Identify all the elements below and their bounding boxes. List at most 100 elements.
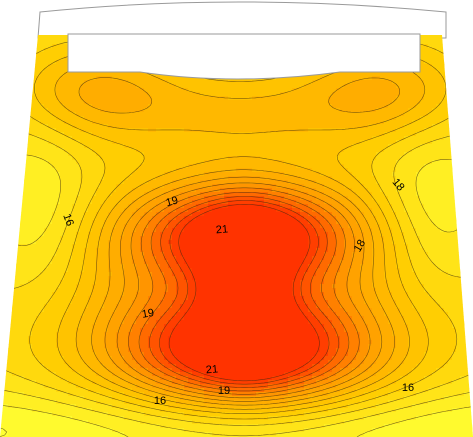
contour-cell <box>28 36 33 41</box>
contour-cell <box>428 92 433 97</box>
contour-cell <box>408 124 413 129</box>
contour-cell <box>268 116 273 121</box>
contour-cell <box>456 140 461 145</box>
contour-cell <box>368 80 373 85</box>
contour-cell <box>236 120 241 125</box>
contour-cell <box>128 72 133 77</box>
contour-cell <box>264 148 269 153</box>
contour-cell <box>304 144 309 149</box>
contour-cell <box>460 35 465 37</box>
contour-cell <box>40 112 45 117</box>
contour-cell <box>140 156 145 161</box>
contour-cell <box>464 96 469 101</box>
contour-cell <box>24 56 29 61</box>
contour-cell <box>440 4 445 9</box>
contour-cell <box>48 60 53 65</box>
contour-cell <box>360 136 365 141</box>
contour-cell <box>452 160 457 165</box>
contour-cell <box>60 35 65 37</box>
contour-cell <box>412 84 417 89</box>
contour-cell <box>208 164 213 169</box>
contour-cell <box>132 104 137 109</box>
contour-cell <box>80 112 85 117</box>
contour-cell <box>324 144 329 149</box>
contour-cell <box>328 88 333 93</box>
contour-cell <box>148 148 153 153</box>
contour-cell <box>380 112 385 117</box>
contour-cell <box>380 100 385 105</box>
contour-cell <box>132 116 137 121</box>
contour-cell <box>16 76 21 81</box>
contour-cell <box>100 84 105 89</box>
contour-cell <box>116 116 121 121</box>
contour-cell <box>116 152 121 157</box>
contour-cell <box>176 88 181 93</box>
contour-cell <box>132 108 137 113</box>
contour-cell <box>8 84 13 89</box>
contour-cell <box>60 148 65 153</box>
contour-cell <box>248 132 253 137</box>
contour-cell <box>244 84 249 89</box>
contour-cell <box>304 120 309 125</box>
contour-cell <box>328 96 333 101</box>
contour-cell <box>224 112 229 117</box>
contour-cell <box>424 68 429 73</box>
contour-cell <box>240 136 245 141</box>
contour-cell <box>312 84 317 89</box>
contour-cell <box>280 156 285 161</box>
contour-cell <box>468 152 473 157</box>
contour-cell <box>72 140 77 145</box>
contour-cell <box>4 88 9 93</box>
contour-cell <box>36 68 41 73</box>
contour-cell <box>272 80 277 85</box>
contour-cell <box>40 64 45 69</box>
contour-cell <box>432 35 437 37</box>
contour-cell <box>252 112 257 117</box>
contour-cell <box>444 44 449 49</box>
contour-cell <box>384 100 389 105</box>
contour-cell <box>100 76 105 81</box>
contour-cell <box>272 132 277 137</box>
contour-cell <box>64 140 69 145</box>
contour-cell <box>244 132 249 137</box>
contour-cell <box>404 156 409 161</box>
contour-cell <box>12 80 17 85</box>
contour-cell <box>292 104 297 109</box>
contour-cell <box>92 108 97 113</box>
contour-cell <box>320 120 325 125</box>
contour-cell <box>200 92 205 97</box>
contour-cell <box>240 116 245 121</box>
contour-cell <box>96 144 101 149</box>
contour-cell <box>72 144 77 149</box>
contour-cell <box>232 160 237 165</box>
contour-cell <box>432 96 437 101</box>
contour-cell <box>336 104 341 109</box>
contour-cell <box>400 76 405 81</box>
contour-cell <box>276 160 281 165</box>
contour-cell <box>104 140 109 145</box>
contour-cell <box>28 116 33 121</box>
contour-cell <box>468 104 473 109</box>
contour-cell <box>412 96 417 101</box>
contour-cell <box>308 84 313 89</box>
contour-cell <box>204 164 209 169</box>
contour-cell <box>360 148 365 153</box>
contour-cell <box>284 104 289 109</box>
contour-cell <box>52 36 57 41</box>
contour-cell <box>432 132 437 137</box>
contour-cell <box>136 112 141 117</box>
contour-cell <box>100 88 105 93</box>
contour-cell <box>20 4 25 9</box>
contour-cell <box>124 100 129 105</box>
contour-cell <box>204 124 209 129</box>
contour-cell <box>208 160 213 165</box>
contour-cell <box>12 24 17 29</box>
contour-cell <box>372 84 377 89</box>
contour-cell <box>412 152 417 157</box>
contour-cell <box>356 156 361 161</box>
contour-cell <box>248 88 253 93</box>
contour-cell <box>28 0 33 5</box>
contour-cell <box>376 84 381 89</box>
contour-cell <box>76 108 81 113</box>
contour-cell <box>136 88 141 93</box>
